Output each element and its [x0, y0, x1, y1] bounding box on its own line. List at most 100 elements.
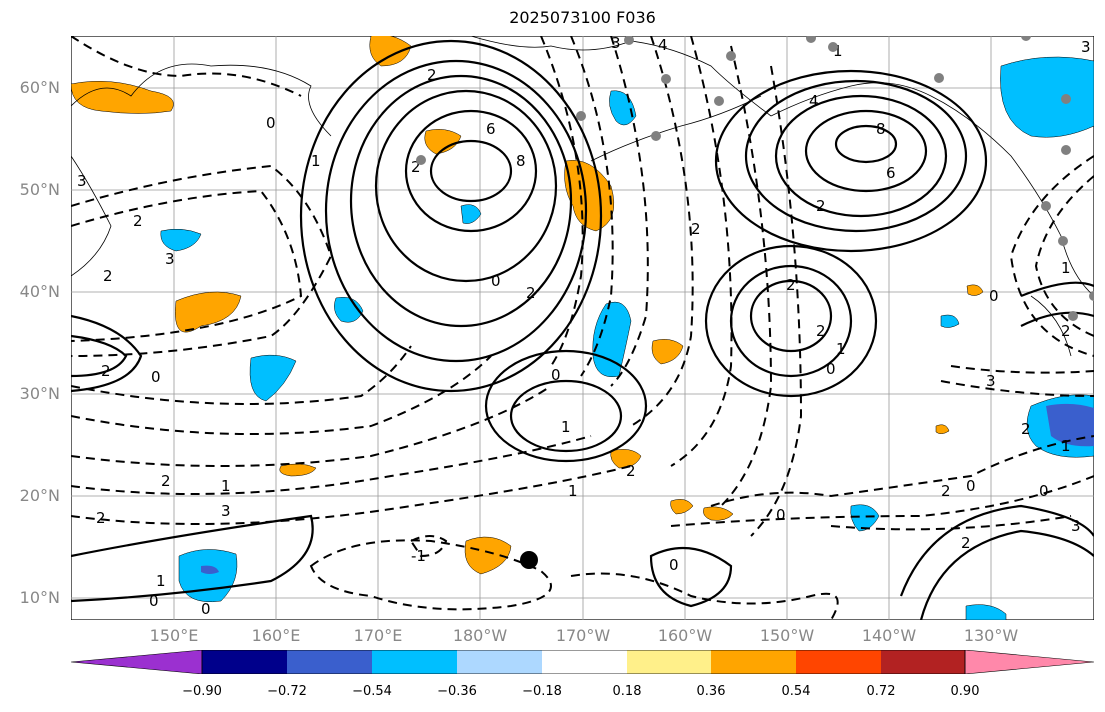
lon-label-140w: 140°W [861, 626, 917, 645]
colorbar-extend-high [964, 650, 1094, 674]
contour-label: 2 [1061, 322, 1071, 340]
colorbar-extend-low [71, 650, 203, 674]
coastlines [71, 36, 1094, 357]
contour-label: 3 [986, 372, 996, 390]
colorbar-label: −0.18 [522, 684, 562, 699]
contour-label: 2 [691, 220, 701, 238]
contour-label: 1 [311, 152, 321, 170]
contour-label: 1 [221, 477, 231, 495]
colorbar-segment [287, 650, 372, 674]
location-marker [520, 551, 538, 569]
contour-label: 3 [1081, 38, 1091, 56]
lat-label-20n: 20°N [19, 486, 60, 505]
contour-label: 0 [266, 114, 276, 132]
lon-label-160e: 160°E [251, 626, 301, 645]
colorbar-label: 0.54 [781, 684, 811, 699]
contour-label: 3 [165, 250, 175, 268]
colorbar-segment [711, 650, 796, 674]
contour-label: 6 [886, 164, 896, 182]
map-canvas: 3 4 3 2 6 8 2 0 1 2 3 2 2 1 0 1 2 3 3 2 … [71, 36, 1094, 620]
contour-label: 0 [1039, 482, 1049, 500]
contour-label: 2 [816, 197, 826, 215]
colorbar-label: 0.36 [696, 684, 726, 699]
contour-label: 2 [411, 158, 421, 176]
station-dots [416, 36, 1094, 321]
lat-label-10n: 10°N [19, 588, 60, 607]
contour-label: 2 [961, 534, 971, 552]
colorbar-label: 0.90 [950, 684, 980, 699]
positive-anomaly-patches [71, 36, 984, 575]
contour-label: 6 [486, 120, 496, 138]
colorbar-segment [796, 650, 881, 674]
contour-label: 1 [156, 572, 166, 590]
colorbar-label: 0.72 [866, 684, 896, 699]
colorbar-segment [457, 650, 542, 674]
contour-label: 2 [103, 267, 113, 285]
contour-label: 3 [77, 172, 87, 190]
contour-label: 0 [201, 600, 211, 618]
contour-label: 0 [826, 360, 836, 378]
contour-label: 2 [526, 284, 536, 302]
colorbar-label: −0.72 [267, 684, 307, 699]
contour-label: 0 [149, 592, 159, 610]
contour-label: 2 [101, 362, 111, 380]
lat-label-60n: 60°N [19, 78, 60, 97]
lon-label-150w: 150°W [759, 626, 815, 645]
lon-label-170w: 170°W [555, 626, 611, 645]
contour-label: 8 [516, 152, 526, 170]
lat-label-50n: 50°N [19, 180, 60, 199]
contour-label: 0 [491, 272, 501, 290]
lat-label-40n: 40°N [19, 282, 60, 301]
contour-label: 2 [626, 462, 636, 480]
chart-title: 2025073100 F036 [509, 8, 656, 27]
contour-label: 1 [836, 340, 846, 358]
contour-label: 3 [611, 36, 621, 52]
contour-label: 1 [833, 42, 843, 60]
colorbar-segment [372, 650, 457, 674]
contour-label: 2 [427, 66, 437, 84]
lat-label-30n: 30°N [19, 384, 60, 403]
colorbar-label: 0.18 [612, 684, 642, 699]
lon-label-150e: 150°E [149, 626, 199, 645]
positive-contours [71, 39, 1094, 620]
contour-label: 8 [876, 120, 886, 138]
contour-label: 3 [221, 502, 231, 520]
map-panel: 3 4 3 2 6 8 2 0 1 2 3 2 2 1 0 1 2 3 3 2 … [71, 36, 1094, 620]
contour-label: 1 [1061, 259, 1071, 277]
contour-label: 1 [568, 482, 578, 500]
contour-label: 2 [1021, 420, 1031, 438]
contour-label: -1 [411, 547, 426, 565]
contour-label: 0 [776, 506, 786, 524]
contour-label: 2 [816, 322, 826, 340]
lon-label-130w: 130°W [963, 626, 1019, 645]
colorbar-label: −0.36 [437, 684, 477, 699]
contour-label: 4 [658, 36, 668, 54]
contour-label: 0 [989, 287, 999, 305]
map-frame [71, 36, 1094, 620]
colorbar-segment [881, 650, 965, 674]
contour-label: 1 [561, 418, 571, 436]
colorbar-segment [202, 650, 287, 674]
contour-label: 0 [551, 366, 561, 384]
colorbar [71, 650, 1094, 674]
lon-label-180w: 180°W [452, 626, 508, 645]
contour-label: 0 [151, 368, 161, 386]
contour-label: 3 [1071, 517, 1081, 535]
contour-label: 1 [1061, 437, 1071, 455]
contour-label: 2 [133, 212, 143, 230]
contour-label-layer: 3 4 3 2 6 8 2 0 1 2 3 2 2 1 0 1 2 3 3 2 … [77, 36, 1091, 618]
contour-label: 4 [809, 92, 819, 110]
contour-label: 0 [966, 477, 976, 495]
colorbar-label: −0.90 [182, 684, 222, 699]
contour-label: 2 [161, 472, 171, 490]
lon-label-160w: 160°W [657, 626, 713, 645]
colorbar-segment [542, 650, 627, 674]
contour-label: 2 [941, 482, 951, 500]
contour-label: 0 [669, 556, 679, 574]
contour-label: 2 [96, 509, 106, 527]
strong-negative-patches [201, 403, 1094, 574]
colorbar-label: −0.54 [352, 684, 392, 699]
lon-label-170e: 170°E [353, 626, 403, 645]
colorbar-segment [627, 650, 711, 674]
negative-contours [71, 36, 1094, 620]
